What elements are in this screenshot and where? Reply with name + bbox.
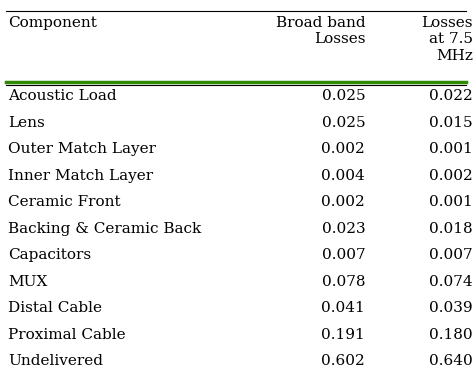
Text: Inner Match Layer: Inner Match Layer [9,169,154,183]
Text: 0.002: 0.002 [429,169,473,183]
Text: 0.001: 0.001 [429,195,473,209]
Text: 0.602: 0.602 [321,354,365,368]
Text: 0.007: 0.007 [321,248,365,262]
Text: 0.002: 0.002 [321,195,365,209]
Text: 0.007: 0.007 [429,248,473,262]
Text: 0.191: 0.191 [321,328,365,342]
Text: 0.018: 0.018 [429,222,473,236]
Text: 0.180: 0.180 [429,328,473,342]
Text: Ceramic Front: Ceramic Front [9,195,121,209]
Text: 0.022: 0.022 [429,89,473,103]
Text: MUX: MUX [9,275,48,289]
Text: 0.023: 0.023 [321,222,365,236]
Text: Component: Component [9,16,97,30]
Text: 0.001: 0.001 [429,142,473,156]
Text: 0.002: 0.002 [321,142,365,156]
Text: 0.025: 0.025 [321,116,365,129]
Text: Broad band
Losses: Broad band Losses [275,16,365,46]
Text: Acoustic Load: Acoustic Load [9,89,117,103]
Text: 0.640: 0.640 [429,354,473,368]
Text: 0.039: 0.039 [429,301,473,315]
Text: Backing & Ceramic Back: Backing & Ceramic Back [9,222,201,236]
Text: Undelivered: Undelivered [9,354,103,368]
Text: Lens: Lens [9,116,45,129]
Text: 0.041: 0.041 [321,301,365,315]
Text: Capacitors: Capacitors [9,248,91,262]
Text: Losses
at 7.5
MHz: Losses at 7.5 MHz [421,16,473,63]
Text: 0.004: 0.004 [321,169,365,183]
Text: Proximal Cable: Proximal Cable [9,328,126,342]
Text: Distal Cable: Distal Cable [9,301,102,315]
Text: 0.078: 0.078 [322,275,365,289]
Text: 0.074: 0.074 [429,275,473,289]
Text: 0.015: 0.015 [429,116,473,129]
Text: Outer Match Layer: Outer Match Layer [9,142,156,156]
Text: 0.025: 0.025 [321,89,365,103]
